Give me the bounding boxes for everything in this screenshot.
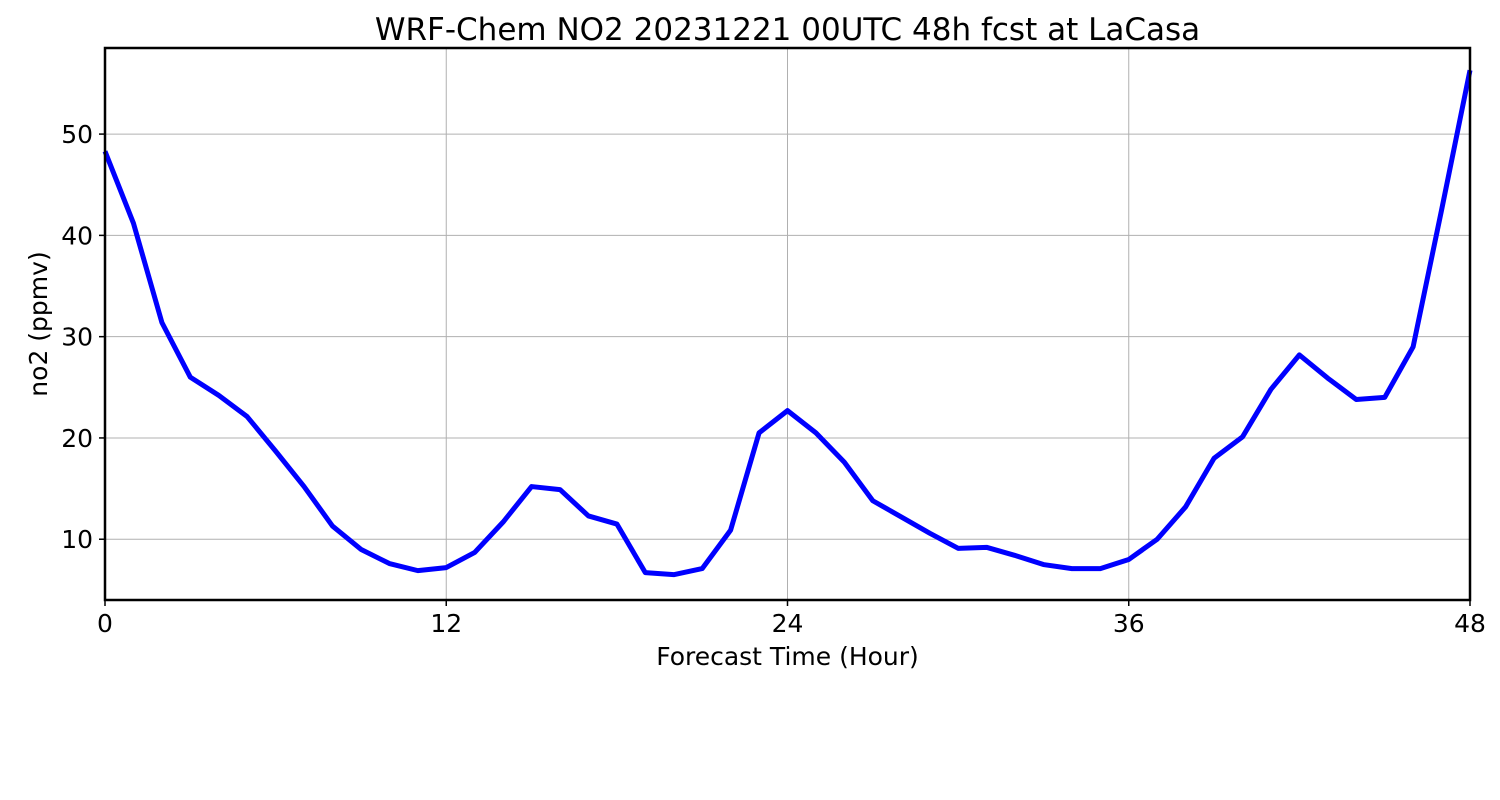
x-tick-label: 24 bbox=[772, 609, 804, 638]
plot-area bbox=[102, 69, 1473, 578]
axis-ticks: 0 12 24 36 48 10 20 30 40 50 bbox=[61, 120, 1486, 638]
y-tick-label: 40 bbox=[61, 221, 93, 250]
y-tick-label: 10 bbox=[61, 525, 93, 554]
y-tick-label: 50 bbox=[61, 120, 93, 149]
x-axis-label: Forecast Time (Hour) bbox=[656, 642, 919, 671]
y-tick-label: 20 bbox=[61, 424, 93, 453]
y-tick-label: 30 bbox=[61, 323, 93, 352]
no2-series-line bbox=[102, 69, 1473, 578]
x-tick-label: 12 bbox=[430, 609, 462, 638]
chart-title: WRF-Chem NO2 20231221 00UTC 48h fcst at … bbox=[375, 12, 1200, 48]
x-tick-label: 0 bbox=[97, 609, 113, 638]
x-tick-label: 36 bbox=[1113, 609, 1145, 638]
x-tick-label: 48 bbox=[1454, 609, 1486, 638]
y-axis-label: no2 (ppmv) bbox=[24, 251, 53, 396]
